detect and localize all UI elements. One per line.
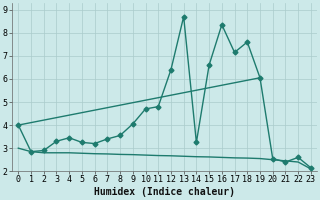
X-axis label: Humidex (Indice chaleur): Humidex (Indice chaleur) [94,187,235,197]
